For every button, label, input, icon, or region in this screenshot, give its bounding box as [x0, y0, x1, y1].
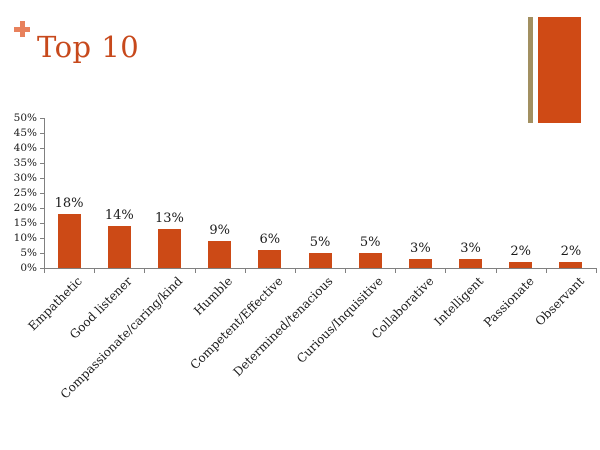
y-tick-label: 15% [13, 217, 37, 229]
y-axis-line [44, 118, 45, 268]
bar [258, 250, 282, 268]
y-tick-mark [40, 223, 44, 224]
category-label: Observant [532, 274, 587, 329]
y-tick-label: 45% [13, 127, 37, 139]
category-label: Passionate [480, 274, 537, 330]
bar [408, 259, 432, 268]
bar-value-label: 2% [510, 244, 532, 259]
bar-value-label: 14% [104, 208, 134, 223]
plus-icon [14, 21, 30, 37]
y-tick-mark [40, 163, 44, 164]
bar [57, 214, 81, 268]
y-tick-mark [40, 208, 44, 209]
y-tick-label: 20% [13, 202, 37, 214]
y-tick-label: 50% [13, 112, 37, 124]
x-tick-mark [495, 268, 497, 273]
x-tick-mark [395, 268, 397, 273]
y-tick-label: 10% [13, 232, 37, 244]
bar [459, 259, 483, 268]
y-tick-mark [40, 133, 44, 134]
bar-value-label: 3% [460, 241, 481, 256]
x-tick-mark [294, 268, 296, 273]
plus-icon-vertical-stroke [19, 21, 25, 37]
y-tick-label: 30% [13, 172, 37, 184]
bar [308, 253, 332, 268]
y-tick-mark [40, 238, 44, 239]
x-tick-mark [144, 268, 146, 273]
y-tick-mark [40, 148, 44, 149]
bar-value-label: 13% [155, 211, 184, 226]
bar-value-label: 5% [309, 235, 331, 250]
bar-value-label: 3% [410, 241, 431, 256]
tan-stripe-decoration [528, 17, 533, 123]
y-tick-mark [40, 118, 44, 119]
bar [208, 241, 232, 268]
orange-block-decoration [538, 17, 581, 123]
x-tick-mark [194, 268, 196, 273]
bar-value-label: 18% [54, 196, 84, 211]
category-label: Humble [191, 274, 236, 318]
category-label: Determined/tenacious [230, 274, 336, 380]
y-tick-mark [40, 253, 44, 254]
bar [157, 229, 181, 268]
bar-value-label: 6% [259, 232, 281, 247]
category-label: Curious/Inquisitive [294, 274, 387, 366]
x-tick-mark [596, 268, 597, 273]
bar [358, 253, 382, 268]
x-axis-line [44, 268, 597, 269]
y-tick-label: 5% [20, 247, 37, 259]
y-tick-label: 25% [13, 187, 37, 199]
x-tick-mark [244, 268, 246, 273]
bar [559, 262, 583, 268]
bar [107, 226, 131, 268]
slide-title: Top 10 [37, 30, 140, 64]
y-tick-mark [40, 193, 44, 194]
x-tick-mark [44, 268, 45, 273]
x-tick-mark [94, 268, 96, 273]
bar-value-label: 5% [359, 235, 381, 250]
x-tick-mark [345, 268, 347, 273]
bar [509, 262, 533, 268]
bar-value-label: 9% [209, 223, 230, 238]
y-tick-label: 0% [20, 262, 37, 274]
y-tick-label: 35% [13, 157, 37, 169]
y-tick-mark [40, 268, 44, 269]
category-label: Intelligent [431, 274, 487, 329]
bar-value-label: 2% [560, 244, 582, 259]
x-tick-mark [545, 268, 547, 273]
category-label: Competent/Effective [187, 274, 286, 373]
y-tick-label: 40% [13, 142, 37, 154]
y-tick-mark [40, 178, 44, 179]
x-tick-mark [445, 268, 447, 273]
